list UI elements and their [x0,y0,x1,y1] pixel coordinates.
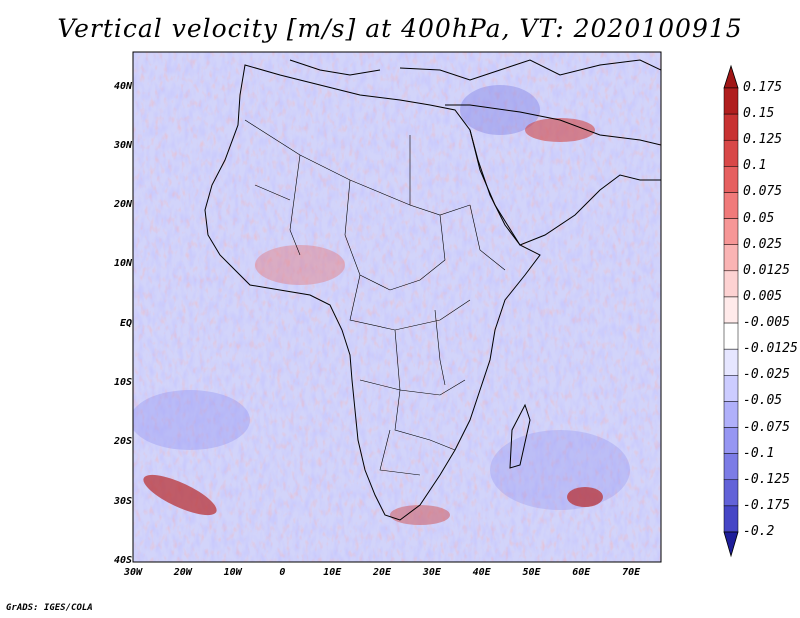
colorbar-swatch [723,427,739,454]
colorbar-swatch [723,244,739,272]
colorbar-swatch [723,139,739,167]
colorbar-level-label: 0.175 [743,80,783,95]
lat-tick-label: 30S [113,495,132,507]
lon-tick-label: 20E [373,567,392,578]
colorbar-level-label: 0.005 [743,288,783,304]
colorbar-swatch [723,401,739,428]
lon-tick-label: 60E [572,567,591,578]
colorbar-level-label: -0.2 [743,524,775,539]
colorbar-swatch [723,113,739,141]
lon-tick-label: 50E [522,567,541,578]
lat-tick-label: 10S [113,377,132,389]
colorbar-level-label: -0.025 [743,367,790,383]
colorbar-swatch [723,270,739,298]
colorbar-swatch [723,375,739,402]
lat-tick-label: 30N [113,139,132,151]
colorbar-level-label: -0.0125 [743,341,798,357]
lon-tick-label: 0 [279,567,286,578]
lon-tick-label: 70E [622,567,641,578]
colorbar-swatch [723,505,739,533]
colorbar-swatch [723,166,739,193]
colorbar-level-label: -0.005 [743,315,790,331]
map-title: Vertical velocity [m/s] at 400hPa, VT: 2… [57,14,743,43]
country-borders [244,119,506,476]
colorbar-top-arrow [723,64,739,89]
colorbar-swatch [723,479,739,507]
lon-tick-label: 10W [223,567,242,578]
lat-tick-label: 10N [113,258,132,270]
lat-tick-label: 20N [113,199,132,211]
colorbar-level-label: -0.125 [743,471,790,487]
lon-tick-label: 30E [422,567,441,578]
grads-credit: GrADS: IGES/COLA [6,603,93,613]
colorbar-level-label: -0.175 [743,497,790,513]
colorbar-swatch [723,453,739,481]
lon-tick-label: 10E [323,567,342,578]
colorbar-bottom-arrow [723,531,739,558]
velocity-field [133,52,661,562]
map-frame [132,51,662,563]
colorbar-level-label: -0.075 [743,419,790,435]
colorbar-swatch [723,192,739,219]
colorbar-level-label: 0.0125 [743,262,790,278]
colorbar-swatch [723,218,739,245]
coastlines [204,59,661,521]
lat-tick-label: 20S [113,436,132,448]
colorbar [723,64,739,558]
colorbar-level-label: 0.125 [743,132,783,148]
colorbar-level-label: 0.1 [743,158,767,174]
lon-tick-label: 40E [472,567,491,578]
colorbar-level-label: -0.1 [743,445,775,461]
colorbar-level-label: 0.025 [743,236,783,252]
colorbar-level-label: -0.05 [743,393,783,409]
colorbar-swatch [723,348,739,376]
colorbar-level-label: 0.15 [743,106,775,122]
colorbar-level-label: 0.075 [743,184,783,200]
lon-tick-label: 20W [173,567,192,578]
lat-tick-label: 40N [113,80,132,92]
colorbar-swatch [723,322,739,350]
lon-tick-label: 30W [123,567,143,578]
colorbar-swatch [723,296,739,324]
lat-tick-label: EQ [119,317,132,329]
lat-tick-label: 40S [113,555,132,566]
colorbar-swatch [723,87,739,115]
colorbar-level-label: 0.05 [743,210,775,226]
